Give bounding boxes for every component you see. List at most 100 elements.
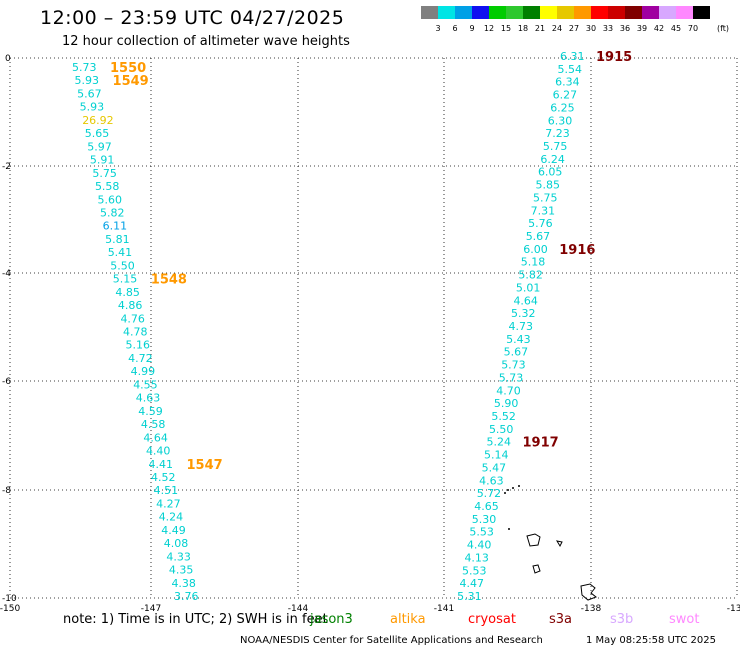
latitude-tick: -2: [2, 162, 11, 172]
wave-height-label: 5.50: [110, 259, 135, 272]
wave-height-label: 6.30: [548, 114, 573, 127]
latitude-tick: 0: [5, 54, 11, 64]
wave-height-label: 4.78: [123, 326, 148, 339]
colorbar-swatch: [489, 6, 506, 19]
islet: [507, 489, 509, 491]
wave-height-label: 5.90: [494, 397, 518, 410]
colorbar-swatch: [676, 6, 693, 19]
wave-height-label: 6.05: [538, 166, 563, 179]
island-outline: [580, 583, 597, 601]
colorbar-tick: 21: [535, 24, 545, 33]
wave-height-label: 6.34: [555, 76, 580, 89]
longitude-tick: -141: [434, 604, 454, 614]
wave-height-label: 4.99: [131, 365, 156, 378]
wave-height-label: 5.47: [482, 461, 507, 474]
colorbar-swatch: [659, 6, 676, 19]
wave-height-label: 5.54: [558, 63, 583, 76]
colorbar-tick: 39: [637, 24, 647, 33]
colorbar-unit: (ft): [717, 24, 729, 33]
land-outlines: [504, 485, 597, 601]
colorbar-tick: 33: [603, 24, 613, 33]
wave-height-label: 5.97: [87, 140, 112, 153]
colorbar-swatch: [625, 6, 642, 19]
wave-height-label: 4.64: [143, 431, 168, 444]
wave-height-label: 5.53: [469, 526, 494, 539]
wave-height-label: 4.76: [120, 312, 145, 325]
wave-height-label: 5.58: [95, 180, 120, 193]
wave-height-label: 4.64: [513, 294, 538, 307]
wave-height-label: 4.08: [164, 537, 189, 550]
wave-height-label: 6.27: [553, 89, 578, 102]
wave-height-label: 5.73: [501, 359, 526, 372]
wave-height-label: 6.25: [550, 101, 575, 114]
wave-height-label: 6.24: [540, 153, 565, 166]
jason3-label: jason3: [310, 612, 353, 627]
wave-height-label: 4.65: [474, 500, 499, 513]
colorbar-tick: 3: [435, 24, 440, 33]
colorbar-swatch: [591, 6, 608, 19]
colorbar-tick: 12: [484, 24, 494, 33]
pass-time-label: 1550: [110, 61, 146, 76]
wave-height-label: 5.85: [536, 179, 561, 192]
note-text: note: 1) Time is in UTC; 2) SWH is in fe…: [63, 612, 328, 627]
wave-height-label: 5.01: [516, 281, 541, 294]
colorbar-tick: 18: [518, 24, 528, 33]
colorbar-tick: 30: [586, 24, 596, 33]
colorbar-tick: 9: [469, 24, 474, 33]
islet: [508, 528, 510, 530]
wave-height-label: 6.31: [560, 50, 585, 63]
wave-height-label: 5.15: [113, 273, 138, 286]
wave-height-label: 4.27: [156, 497, 181, 510]
latitude-tick: -10: [2, 594, 17, 604]
wave-height-label: 3.76: [174, 590, 199, 603]
colorbar-tick: 15: [501, 24, 511, 33]
colorbar-tick: 42: [654, 24, 664, 33]
wave-height-label: 7.23: [545, 127, 570, 140]
wave-height-label: 4.24: [159, 511, 184, 524]
wave-height-label: 5.75: [92, 167, 117, 180]
longitude-tick: -135: [727, 604, 740, 614]
wave-height-label: 5.50: [489, 423, 514, 436]
colorbar-tick: 70: [688, 24, 698, 33]
pass-time-label: 1548: [151, 273, 187, 288]
colorbar-tick: 6: [452, 24, 457, 33]
footer-center: NOAA/NESDIS Center for Satellite Applica…: [240, 635, 543, 646]
colorbar-swatch: [693, 6, 710, 19]
pass-time-label: 1549: [113, 74, 149, 89]
wave-height-label: 5.52: [491, 410, 516, 423]
wave-height-label: 6.11: [103, 220, 128, 233]
page-subtitle: 12 hour collection of altimeter wave hei…: [62, 34, 350, 49]
wave-height-label: 4.72: [128, 352, 153, 365]
wave-height-label: 5.65: [85, 127, 110, 140]
wave-height-label: 5.14: [484, 449, 509, 462]
wave-height-label: 4.86: [118, 299, 142, 312]
map-grid: -150 -147 -144 -141 -138 -135 0 -2 -4 -6 -8 -10: [0, 54, 740, 614]
latitude-tick: -8: [2, 486, 11, 496]
wave-height-label: 5.67: [504, 346, 529, 359]
longitude-tick: -144: [288, 604, 309, 614]
longitude-tick: -150: [0, 604, 20, 614]
pass-time-label: 1547: [187, 458, 223, 473]
latitude-tick: -6: [2, 377, 11, 387]
wave-height-label: 5.67: [77, 87, 102, 100]
wave-height-label: 4.52: [151, 471, 176, 484]
swot-label: swot: [669, 612, 700, 627]
wave-height-label: 26.92: [82, 114, 114, 127]
wave-height-label: 5.72: [477, 487, 502, 500]
wave-height-label: 5.43: [506, 333, 530, 346]
colorbar-swatch: [608, 6, 625, 19]
pass-time-label: 1917: [523, 436, 559, 451]
latitude-tick: -4: [2, 269, 11, 279]
islet: [512, 487, 514, 489]
altimeter-tracks: 5.735.935.675.9326.925.655.975.915.755.5…: [72, 50, 632, 603]
wave-height-label: 5.76: [528, 217, 553, 230]
s3a-label: s3a: [549, 612, 573, 627]
colorbar-swatch: [557, 6, 574, 19]
islet: [518, 485, 520, 487]
wave-height-label: 5.75: [533, 191, 558, 204]
wave-height-label: 5.67: [526, 230, 551, 243]
wave-height-label: 5.18: [521, 256, 546, 269]
wave-height-label: 5.82: [518, 269, 543, 282]
wave-height-label: 4.85: [115, 286, 140, 299]
